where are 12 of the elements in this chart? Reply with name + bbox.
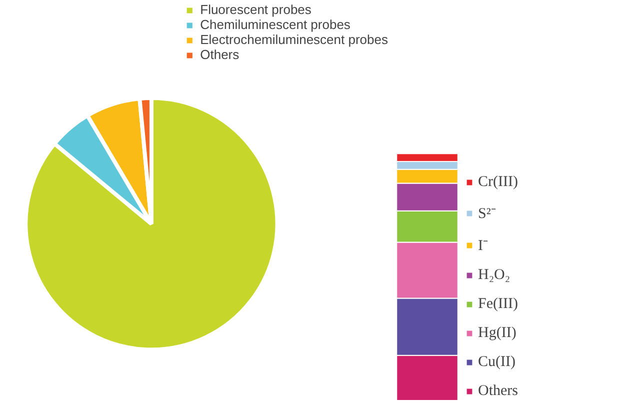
legend-label: Fluorescent probes [200,2,312,17]
legend-label: H₂O₂ [478,266,510,284]
legend-label: Cr(III) [478,173,518,191]
legend-label: Cu(II) [478,353,516,371]
legend-label: Fe(III) [478,295,518,313]
legend-label: Others [478,382,518,400]
legend-label: Others [200,47,240,62]
legend-label: Hg(II) [478,324,516,342]
legend-label: Electrochemiluminescent probes [200,32,388,47]
legend-label: Chemiluminescent probes [200,17,350,32]
legend-label: I⁻ [478,237,489,255]
legend-label: S²⁻ [478,205,497,223]
